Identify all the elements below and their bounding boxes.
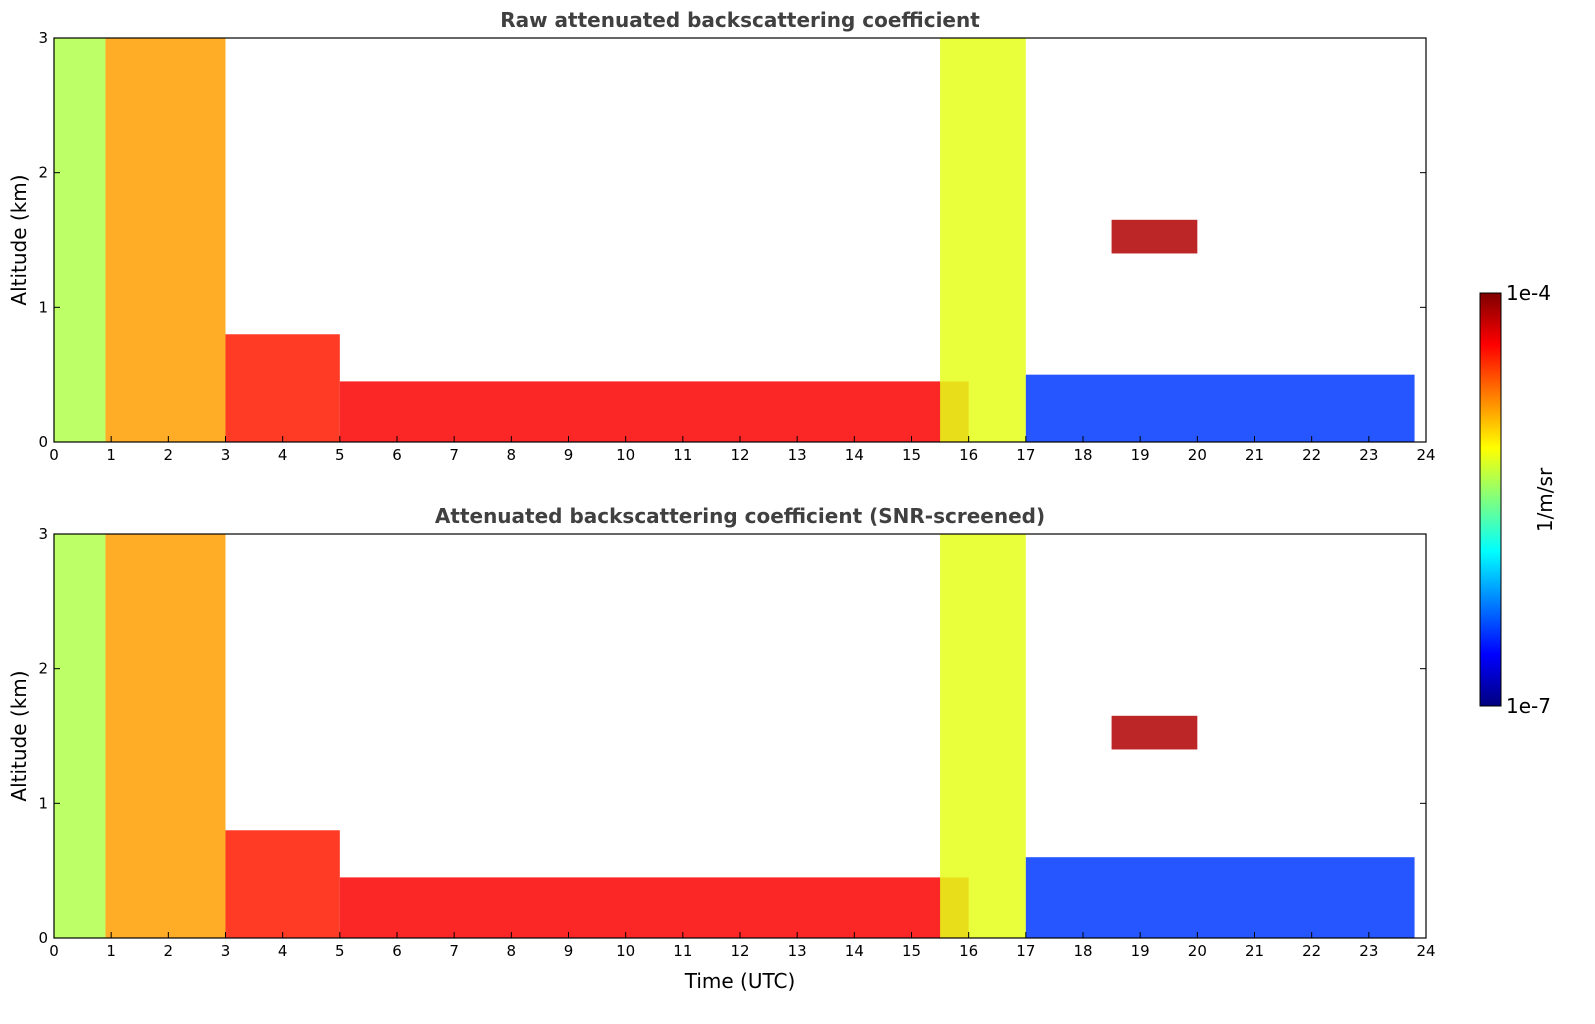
x-tick-label: 0 <box>49 942 59 960</box>
x-tick-label: 17 <box>1016 942 1035 960</box>
x-tick-label: 2 <box>164 942 174 960</box>
x-tick-label: 12 <box>730 942 749 960</box>
x-tick-label: 16 <box>959 942 978 960</box>
x-tick-label: 8 <box>507 446 517 464</box>
colorbar-unit-label: 1/m/sr <box>1533 467 1557 532</box>
heatmap-region <box>940 38 1026 442</box>
y-tick-label: 0 <box>38 929 48 947</box>
x-tick-label: 1 <box>106 446 116 464</box>
x-tick-label: 13 <box>788 446 807 464</box>
x-tick-label: 5 <box>335 446 345 464</box>
x-tick-label: 23 <box>1359 446 1378 464</box>
y-tick-label: 3 <box>38 29 48 47</box>
x-tick-label: 19 <box>1131 942 1150 960</box>
x-tick-label: 19 <box>1131 446 1150 464</box>
x-tick-label: 21 <box>1245 942 1264 960</box>
heatmap-region <box>105 38 226 442</box>
panel-screened: Attenuated backscattering coefficient (S… <box>7 504 1436 993</box>
y-tick-label: 2 <box>38 164 48 182</box>
x-tick-label: 7 <box>449 942 459 960</box>
x-tick-label: 24 <box>1416 942 1435 960</box>
x-tick-label: 23 <box>1359 942 1378 960</box>
heatmap-region <box>105 534 226 938</box>
panel-title-screened: Attenuated backscattering coefficient (S… <box>435 504 1045 528</box>
x-tick-label: 2 <box>164 446 174 464</box>
x-tick-label: 13 <box>788 942 807 960</box>
x-tick-label: 4 <box>278 942 288 960</box>
x-tick-label: 11 <box>673 446 692 464</box>
x-tick-label: 20 <box>1188 446 1207 464</box>
heatmap-region <box>1111 219 1198 254</box>
x-tick-label: 1 <box>106 942 116 960</box>
x-tick-label: 21 <box>1245 446 1264 464</box>
x-tick-label: 4 <box>278 446 288 464</box>
heatmap-region <box>54 534 106 938</box>
x-tick-label: 9 <box>564 942 574 960</box>
panel-raw: Raw attenuated backscattering coefficien… <box>7 8 1436 464</box>
y-axis-ticks-raw: 0 1 2 3 <box>38 29 1426 451</box>
heatmap-region <box>940 534 1026 938</box>
x-tick-label: 11 <box>673 942 692 960</box>
x-tick-label: 15 <box>902 942 921 960</box>
colorbar: 1e-4 1e-7 1/m/sr <box>1479 281 1557 718</box>
colorbar-min-label: 1e-7 <box>1506 694 1551 718</box>
y-axis-ticks-screened: 0 1 2 3 <box>38 525 1426 947</box>
x-tick-label: 22 <box>1302 446 1321 464</box>
y-axis-label-raw: Altitude (km) <box>7 174 31 305</box>
heatmap-region <box>54 38 106 442</box>
x-tick-label: 3 <box>221 942 231 960</box>
panel-title-raw: Raw attenuated backscattering coefficien… <box>500 8 980 32</box>
x-tick-label: 5 <box>335 942 345 960</box>
heatmap-region <box>225 334 340 442</box>
x-tick-label: 20 <box>1188 942 1207 960</box>
x-tick-label: 0 <box>49 446 59 464</box>
x-tick-label: 6 <box>392 942 402 960</box>
x-tick-label: 10 <box>616 942 635 960</box>
heatmap-region <box>1025 374 1415 442</box>
x-axis-ticks-raw: 0 1 2 3 4 5 6 7 8 9 10 11 12 13 14 15 16 17 18 19 20 21 22 23 24 <box>49 436 1436 464</box>
x-tick-label: 18 <box>1073 446 1092 464</box>
x-tick-label: 10 <box>616 446 635 464</box>
x-tick-label: 16 <box>959 446 978 464</box>
heatmap-region <box>1111 715 1198 750</box>
x-tick-label: 9 <box>564 446 574 464</box>
y-tick-label: 0 <box>38 433 48 451</box>
x-axis-ticks-screened: 0 1 2 3 4 5 6 7 8 9 10 11 12 13 14 15 16 17 18 19 20 21 22 23 24 <box>49 932 1436 960</box>
x-tick-label: 14 <box>845 942 864 960</box>
x-tick-label: 18 <box>1073 942 1092 960</box>
colorbar-max-label: 1e-4 <box>1506 281 1551 305</box>
x-tick-label: 22 <box>1302 942 1321 960</box>
x-axis-label: Time (UTC) <box>684 969 796 993</box>
y-tick-label: 2 <box>38 660 48 678</box>
colorbar-gradient <box>1479 292 1502 707</box>
x-tick-label: 15 <box>902 446 921 464</box>
x-tick-label: 14 <box>845 446 864 464</box>
y-axis-label-screened: Altitude (km) <box>7 670 31 801</box>
x-tick-label: 3 <box>221 446 231 464</box>
x-tick-label: 7 <box>449 446 459 464</box>
y-tick-label: 1 <box>38 794 48 812</box>
y-tick-label: 1 <box>38 298 48 316</box>
y-tick-label: 3 <box>38 525 48 543</box>
x-tick-label: 6 <box>392 446 402 464</box>
heatmap-region <box>1025 857 1415 938</box>
x-tick-label: 12 <box>730 446 749 464</box>
x-tick-label: 17 <box>1016 446 1035 464</box>
x-tick-label: 8 <box>507 942 517 960</box>
heatmap-screened <box>54 534 1415 938</box>
heatmap-region <box>339 381 969 442</box>
heatmap-region <box>339 877 969 938</box>
x-tick-label: 24 <box>1416 446 1435 464</box>
heatmap-raw <box>54 38 1415 442</box>
heatmap-region <box>225 830 340 938</box>
